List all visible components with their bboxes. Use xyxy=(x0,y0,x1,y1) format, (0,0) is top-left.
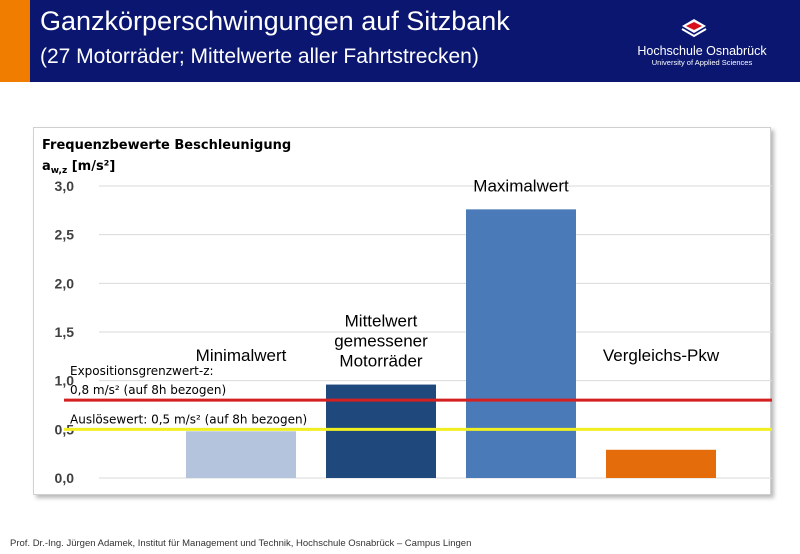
y-tick-label: 3,0 xyxy=(55,178,75,194)
y-tick-label: 2,0 xyxy=(55,275,75,291)
reference-line-label: Expositionsgrenzwert-z: xyxy=(70,364,214,378)
page-title: Ganzkörperschwingungen auf Sitzbank xyxy=(40,6,510,36)
category-label: Vergleichs-Pkw xyxy=(603,346,720,365)
header-accent-stripe xyxy=(0,0,30,82)
category-label: Mittelwert xyxy=(345,312,418,331)
reference-line-label: 0,8 m/s² (auf 8h bezogen) xyxy=(70,383,226,397)
logo-university-subtitle: University of Applied Sciences xyxy=(651,58,753,67)
bar-3 xyxy=(466,209,576,479)
bar-2 xyxy=(326,384,436,478)
bar-4 xyxy=(606,449,716,478)
chart-panel: 0,0 0,5 1,0 1,5 2,0 2,5 3,0 Frequenzbewerte Bes… xyxy=(33,127,772,495)
y-axis-label: Frequenzbewerte Beschleunigung xyxy=(42,138,291,153)
y-tick-label: 1,5 xyxy=(55,324,75,340)
category-label: Motorräder xyxy=(339,352,422,371)
page-subtitle: (27 Motorräder; Mittelwerte aller Fahrts… xyxy=(40,45,479,68)
bar-1 xyxy=(186,431,296,478)
category-label: Maximalwert xyxy=(473,176,569,195)
y-tick-label: 1,0 xyxy=(55,373,75,389)
logo-university-name: Hochschule Osnabrück xyxy=(637,44,767,58)
reference-line-label: Auslösewert: 0,5 m/s² (auf 8h bezogen) xyxy=(70,412,307,426)
university-logo-icon xyxy=(681,19,707,38)
category-label: Minimalwert xyxy=(196,346,287,365)
category-label: gemessener xyxy=(334,332,428,351)
y-tick-label: 2,5 xyxy=(55,227,75,243)
y-axis-unit-label: aw,z [m/s²] xyxy=(42,159,115,176)
y-tick-label: 0,0 xyxy=(55,470,75,486)
header-bar xyxy=(0,0,800,82)
footer-credit: Prof. Dr.-Ing. Jürgen Adamek, Institut f… xyxy=(10,538,472,549)
